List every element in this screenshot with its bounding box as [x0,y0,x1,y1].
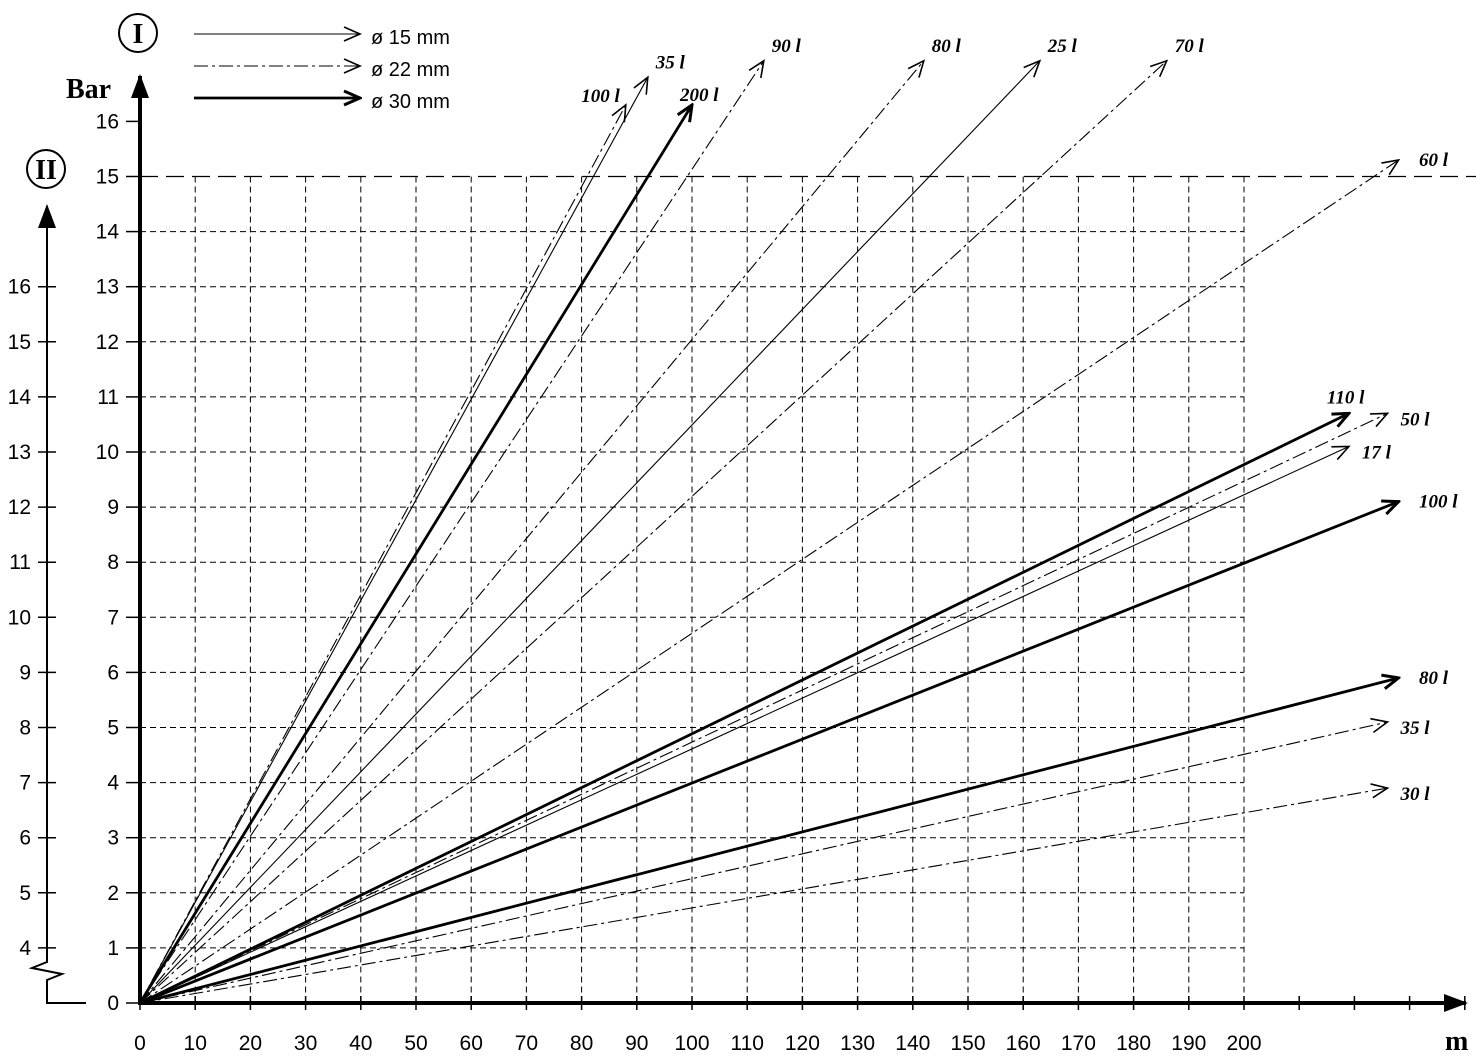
series-label: 25 l [1047,36,1078,57]
legend-label: ø 22 mm [371,59,450,81]
legend: ø 15 mm ø 22 mm ø 30 mm [194,26,450,113]
series-label: 100 l [1419,492,1458,513]
y-tick-label: 14 [96,221,120,244]
scale-ii-tick-label: 10 [8,606,31,629]
y-tick-label: 7 [107,606,119,629]
x-tick-label: 130 [840,1032,875,1055]
series-line-110l-thick [139,413,1349,1005]
x-tick-label: 180 [1116,1032,1151,1055]
y-tick-label: 8 [107,551,119,574]
series-line-80l-dashdot [139,59,926,1004]
series-labels: 100 l 35 l 200 l 90 l 80 l 25 l 70 l 60 l 110 l 5… [581,36,1458,805]
scale-ii-tick-label: 4 [19,937,31,960]
scale-ii-tick-label: 8 [19,717,31,740]
scale-ii-ticks: 4 5 6 7 8 9 10 11 12 13 14 15 16 [8,276,56,960]
x-tick-label: 90 [625,1032,648,1055]
y-tick-label: 1 [107,937,119,960]
y-tick-label: 5 [107,717,119,740]
y-tick-label: 3 [107,827,119,850]
series-label: 80 l [932,36,962,57]
scale-ii-tick-label: 16 [8,276,31,299]
y-tick-label: 0 [107,992,119,1015]
series-line-17l-thin [139,445,1351,1004]
series-line-35l-dashdot [139,717,1390,1004]
series-label: 80 l [1419,668,1449,689]
x-tick-label: 200 [1226,1032,1261,1055]
series-label: 60 l [1419,150,1449,171]
grid [140,176,1245,1003]
series-line-200l-thick [138,105,692,1004]
series-line-50l-dashdot [139,412,1390,1004]
series-lines [138,59,1401,1005]
scale-ii-tick-label: 9 [19,661,31,684]
series-line-70l-dashdot [139,59,1169,1004]
x-axis-label: m [1445,1026,1468,1057]
series-label: 100 l [581,86,620,107]
x-tick-label: 160 [1006,1032,1041,1055]
x-ticks: 0 10 20 30 40 50 60 70 80 90 100 110 120 130 140 150 160… [134,996,1466,1055]
series-label: 200 l [679,85,719,106]
x-tick-label: 100 [674,1032,709,1055]
scale-ii-label: II [35,155,57,186]
series-line-100l-thick [139,502,1399,1005]
series-label: 50 l [1401,409,1431,430]
x-tick-label: 20 [239,1032,262,1055]
scale-ii-tick-label: 14 [8,386,32,409]
scale-i-marker: I [118,13,158,53]
x-tick-label: 30 [294,1032,317,1055]
series-line-25l-thin [139,59,1042,1004]
series-line-90l-dashdot [139,59,765,1004]
series-label: 70 l [1175,36,1205,57]
legend-label: ø 15 mm [371,27,450,49]
series-label: 90 l [772,36,802,57]
x-tick-label: 50 [404,1032,427,1055]
x-tick-label: 40 [349,1032,372,1055]
x-tick-label: 110 [730,1032,763,1055]
series-line-60l-dashdot [139,158,1401,1004]
x-tick-label: 170 [1061,1032,1096,1055]
series-line-30l-dashdot [139,783,1390,1004]
series-line-100l-dashdot [139,103,627,1004]
y-tick-label: 15 [96,166,119,189]
series-label: 30 l [1400,784,1431,805]
scale-ii-tick-label: 13 [8,441,31,464]
series-label: 17 l [1362,443,1392,464]
x-tick-label: 0 [134,1032,146,1055]
scale-ii-tick-label: 12 [8,496,31,519]
y-tick-label: 2 [107,882,119,905]
y-tick-label: 16 [96,110,119,133]
scale-ii-tick-label: 5 [19,882,31,905]
y-tick-label: 11 [97,386,119,409]
x-tick-label: 120 [785,1032,820,1055]
x-tick-label: 80 [570,1032,593,1055]
scale-ii-tick-label: 7 [19,772,31,795]
series-label: 35 l [655,52,686,73]
y-tick-label: 9 [107,496,119,519]
series-label: 35 l [1400,718,1431,739]
y-tick-label: 6 [107,661,119,684]
y-tick-label: 10 [96,441,119,464]
x-tick-label: 10 [184,1032,207,1055]
series-line-35l-thin [139,75,649,1004]
scale-ii-axis [28,204,86,1004]
y-tick-label: 4 [107,772,119,795]
x-tick-label: 60 [460,1032,483,1055]
scale-ii-tick-label: 11 [9,551,31,574]
y-axis-label: Bar [66,74,111,105]
scale-ii-marker: II [26,149,66,189]
y-tick-label: 13 [96,276,119,299]
x-tick-label: 70 [515,1032,538,1055]
legend-label: ø 30 mm [371,91,450,113]
x-tick-label: 140 [895,1032,930,1055]
x-tick-label: 150 [950,1032,985,1055]
series-line-80l-thick [139,678,1399,1005]
x-tick-label: 190 [1171,1032,1206,1055]
scale-ii-tick-label: 15 [8,331,31,354]
y-tick-label: 12 [96,331,119,354]
scale-i-label: I [133,19,144,50]
scale-ii-tick-label: 6 [19,827,31,850]
series-label: 110 l [1327,387,1365,408]
